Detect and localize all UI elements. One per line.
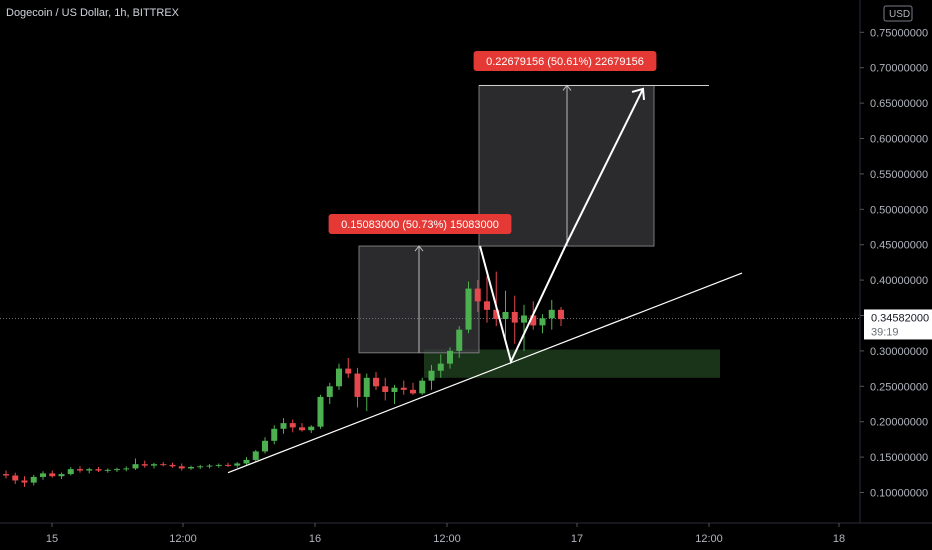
candle-body	[95, 469, 102, 471]
measure-badge-2: 0.22679156 (50.61%) 22679156	[473, 51, 657, 71]
candle-body	[539, 318, 546, 326]
candle-body	[354, 373, 361, 397]
candle-body	[67, 469, 74, 475]
candle-body	[428, 370, 435, 381]
candle-body	[373, 377, 379, 387]
candle-body	[160, 464, 167, 466]
candle-body	[86, 469, 93, 471]
candle-body	[437, 363, 444, 371]
price-tick-label: 0.50000000	[870, 204, 928, 216]
price-tick-label: 0.30000000	[870, 346, 928, 358]
chart-title: Dogecoin / US Dollar, 1h, BITTREX	[6, 7, 180, 19]
candle-body	[197, 466, 204, 468]
price-tick-label: 0.45000000	[870, 240, 928, 252]
measure-badge-1: 0.15083000 (50.73%) 15083000	[328, 214, 512, 234]
candle-body	[502, 311, 509, 320]
measure-badge-2-text: 0.22679156 (50.61%) 22679156	[486, 56, 644, 68]
candle-body	[58, 474, 65, 477]
current-price-label: 0.34582000 39:19	[864, 309, 932, 340]
candle-body	[243, 459, 250, 464]
price-tick-label: 0.10000000	[870, 488, 928, 500]
candle-body	[308, 426, 315, 431]
candle-body	[511, 311, 518, 323]
candle-body	[206, 465, 213, 467]
candle-body	[77, 469, 83, 471]
candle-body	[40, 473, 46, 477]
candle-body	[225, 464, 231, 466]
candle-body	[169, 464, 176, 467]
candles	[3, 271, 564, 487]
candle-body	[363, 377, 370, 397]
price-tick-label: 0.65000000	[870, 98, 928, 110]
time-axis[interactable]: 15 12:00 16 12:00 17 12:00 18	[46, 523, 845, 545]
candle-body	[188, 467, 194, 469]
candle-body	[271, 428, 278, 441]
candle-body	[558, 309, 564, 320]
price-tick-label: 0.20000000	[870, 417, 928, 429]
candle-body	[521, 315, 527, 323]
candle-body	[252, 451, 259, 460]
bar-countdown: 39:19	[871, 326, 899, 338]
candle-body	[317, 396, 324, 427]
price-tick-label: 0.25000000	[870, 381, 928, 393]
candle-body	[114, 469, 120, 471]
candle-body	[474, 288, 481, 302]
demand-zone[interactable]	[424, 349, 720, 378]
time-tick-label: 12:00	[169, 533, 197, 545]
candle-body	[336, 368, 342, 387]
currency-label: USD	[889, 9, 910, 20]
price-tick-label: 0.40000000	[870, 275, 928, 287]
candle-body	[21, 480, 28, 483]
measure-arrowhead-1	[414, 245, 424, 252]
measure-badge-1-text: 0.15083000 (50.73%) 15083000	[341, 219, 499, 231]
price-tick-label: 0.70000000	[870, 63, 928, 75]
candle-body	[382, 386, 389, 392]
time-tick-label: 16	[309, 533, 321, 545]
price-tick-label: 0.75000000	[870, 27, 928, 39]
candle-body	[280, 423, 287, 429]
candle-body	[262, 440, 268, 452]
candle-body	[141, 464, 148, 466]
trendline[interactable]	[227, 272, 743, 474]
candle-body	[104, 469, 111, 471]
candle-body	[299, 427, 305, 431]
candle-body	[484, 301, 490, 310]
candle-body	[49, 473, 56, 477]
time-tick-label: 12:00	[433, 533, 461, 545]
time-tick-label: 18	[833, 533, 845, 545]
candle-body	[178, 466, 185, 469]
candle-body	[123, 468, 130, 470]
candle-body	[326, 386, 333, 397]
projection-path[interactable]	[479, 88, 644, 365]
candle-body	[530, 315, 537, 326]
time-tick-label: 15	[46, 533, 58, 545]
candle-body	[215, 464, 222, 466]
time-tick-label: 17	[571, 533, 583, 545]
currency-button[interactable]: USD	[883, 5, 913, 22]
projection-arrowhead	[631, 87, 645, 101]
candle-body	[548, 309, 555, 319]
candle-body	[132, 464, 139, 469]
candle-body	[391, 387, 398, 392]
candle-body	[3, 474, 9, 476]
candle-body	[12, 475, 19, 481]
time-tick-label: 12:00	[695, 533, 723, 545]
candle-body	[493, 309, 500, 320]
current-price-value: 0.34582000	[871, 312, 929, 324]
price-tick-label: 0.55000000	[870, 169, 928, 181]
candle-body	[234, 463, 241, 466]
price-tick-label: 0.15000000	[870, 452, 928, 464]
candle-body	[30, 476, 37, 483]
candle-body	[400, 387, 407, 390]
candle-body	[465, 288, 472, 330]
price-tick-label: 0.60000000	[870, 134, 928, 146]
candle-body	[419, 380, 426, 394]
candle-body	[289, 423, 296, 428]
candle-body	[151, 464, 157, 466]
candle-body	[410, 389, 416, 394]
candle-body	[345, 368, 352, 374]
candle-body	[447, 350, 453, 364]
candle-body	[456, 329, 463, 351]
